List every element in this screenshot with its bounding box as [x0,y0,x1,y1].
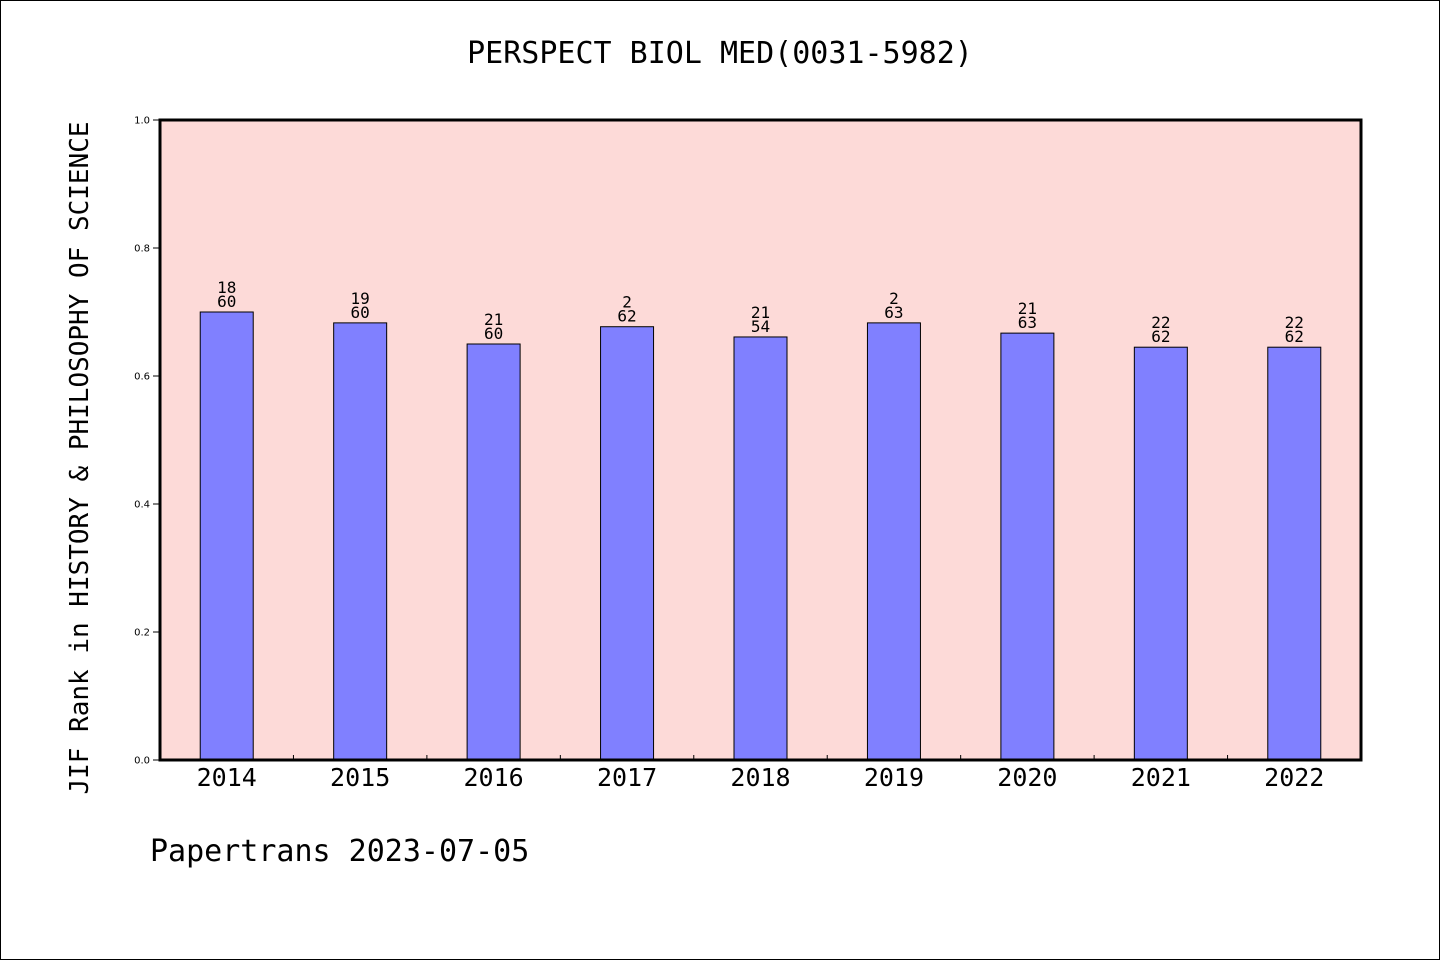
data-label-bottom-2016: 60 [484,324,503,343]
data-label-bottom-2019: 63 [884,303,903,322]
data-label-top-2020: 21 [1018,299,1037,318]
bar-2014 [199,311,254,761]
x-tick-label-2020: 2020 [997,763,1057,792]
data-label-top-2015: 19 [351,289,370,308]
x-tick-label-2019: 2019 [864,763,924,792]
data-label-top-2019: 2 [889,289,899,308]
y-tick-label: 0.8 [134,244,150,255]
x-tick-label-2021: 2021 [1131,763,1191,792]
bar-2020 [1000,332,1055,761]
y-tick-label: 0.4 [134,500,150,511]
bar-2021 [1133,346,1188,761]
footer-credit: Papertrans 2023-07-05 [150,834,530,869]
bar-2019 [866,322,921,761]
y-tick-label: 1.0 [134,116,150,127]
data-label-top-2021: 22 [1151,313,1170,332]
data-label-bottom-2018: 54 [751,317,770,336]
x-tick-label-2018: 2018 [730,763,790,792]
bar-2016 [466,343,521,761]
data-label-top-2016: 21 [484,310,503,329]
x-tick-label-2022: 2022 [1264,763,1324,792]
data-label-top-2014: 18 [217,278,236,297]
x-tick-label-2015: 2015 [330,763,390,792]
data-label-top-2018: 21 [751,303,770,322]
chart-title: PERSPECT BIOL MED(0031-5982) [467,36,973,71]
bar-2018 [733,336,788,761]
x-tick-label-2017: 2017 [597,763,657,792]
bar-2015 [333,322,388,761]
x-tick-label-2016: 2016 [464,763,524,792]
data-label-bottom-2021: 62 [1151,327,1170,346]
data-label-bottom-2022: 62 [1285,327,1304,346]
data-label-top-2017: 2 [622,293,632,312]
y-tick-label: 0.6 [134,372,150,383]
y-tick-label: 0.2 [134,628,150,639]
x-tick-label-2014: 2014 [197,763,257,792]
data-label-bottom-2014: 60 [217,292,236,311]
data-label-top-2022: 22 [1285,313,1304,332]
y-tick-label: 0.0 [134,756,150,767]
plot-border [158,118,1363,762]
bar-2022 [1267,346,1322,761]
bar-2017 [600,326,655,761]
data-label-bottom-2020: 63 [1018,313,1037,332]
data-label-bottom-2017: 62 [617,307,636,326]
data-label-bottom-2015: 60 [351,303,370,322]
